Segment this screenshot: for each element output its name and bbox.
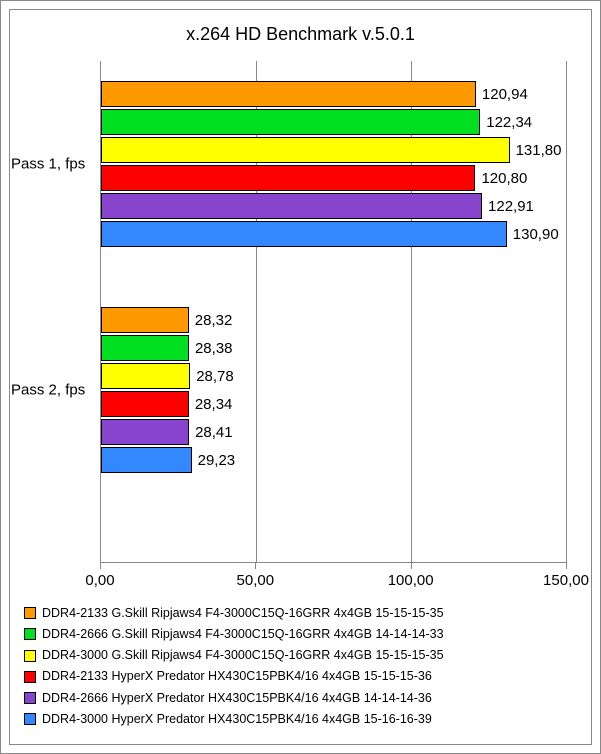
legend-item: DDR4-2666 HyperX Predator HX430C15PBK4/1… (24, 688, 577, 709)
bar-value-label: 29,23 (198, 452, 236, 469)
bar-group: Pass 1, fps120,94122,34131,80120,80122,9… (101, 81, 566, 247)
legend: DDR4-2133 G.Skill Ripjaws4 F4-3000C15Q-1… (10, 593, 591, 745)
bar-value-label: 28,34 (195, 396, 233, 413)
x-tick (255, 563, 256, 569)
bar-value-label: 130,90 (513, 226, 559, 243)
x-axis-label: 100,00 (388, 572, 434, 589)
x-tick (411, 563, 412, 569)
legend-swatch (24, 607, 36, 619)
bar-value-label: 28,32 (195, 312, 233, 329)
legend-item: DDR4-2133 HyperX Predator HX430C15PBK4/1… (24, 666, 577, 687)
plot-grid: Pass 1, fps120,94122,34131,80120,80122,9… (100, 61, 566, 563)
bar (101, 109, 480, 135)
bar-row: 122,91 (101, 193, 566, 219)
bar-value-label: 122,34 (486, 114, 532, 131)
legend-label: DDR4-2133 HyperX Predator HX430C15PBK4/1… (42, 666, 432, 687)
bar-row: 28,34 (101, 391, 566, 417)
legend-item: DDR4-2666 G.Skill Ripjaws4 F4-3000C15Q-1… (24, 624, 577, 645)
bar (101, 221, 507, 247)
bar-value-label: 131,80 (516, 142, 562, 159)
bar-value-label: 120,94 (482, 86, 528, 103)
bar-row: 28,38 (101, 335, 566, 361)
legend-swatch (24, 671, 36, 683)
bar (101, 137, 510, 163)
bar-row: 29,23 (101, 447, 566, 473)
legend-label: DDR4-2666 HyperX Predator HX430C15PBK4/1… (42, 688, 432, 709)
legend-item: DDR4-2133 G.Skill Ripjaws4 F4-3000C15Q-1… (24, 603, 577, 624)
bar-row: 122,34 (101, 109, 566, 135)
bar-value-label: 28,78 (196, 368, 234, 385)
bar (101, 193, 482, 219)
chart-inner: x.264 HD Benchmark v.5.0.1 Pass 1, fps 12… (9, 9, 592, 745)
x-tick (566, 563, 567, 569)
plot-area: Pass 1, fps120,94122,34131,80120,80122,9… (100, 61, 566, 593)
bar (101, 447, 192, 473)
chart-container: x.264 HD Benchmark v.5.0.1 Pass 1, fps 12… (0, 0, 601, 754)
bar (101, 419, 189, 445)
x-axis-line (100, 562, 566, 563)
bar-group: Pass 2, fps28,3228,3828,7828,3428,4129,2… (101, 307, 566, 473)
bar-value-label: 120,80 (481, 170, 527, 187)
bar-row: 28,78 (101, 363, 566, 389)
legend-swatch (24, 692, 36, 704)
chart-title: x.264 HD Benchmark v.5.0.1 (10, 10, 591, 51)
legend-item: DDR4-3000 G.Skill Ripjaws4 F4-3000C15Q-1… (24, 645, 577, 666)
legend-label: DDR4-2666 G.Skill Ripjaws4 F4-3000C15Q-1… (42, 624, 444, 645)
bar-row: 120,94 (101, 81, 566, 107)
bar (101, 363, 190, 389)
legend-swatch (24, 628, 36, 640)
bar-value-label: 28,41 (195, 424, 233, 441)
legend-swatch (24, 713, 36, 725)
bar-row: 131,80 (101, 137, 566, 163)
legend-label: DDR4-3000 HyperX Predator HX430C15PBK4/1… (42, 709, 432, 730)
gridline (566, 61, 567, 563)
y-category-label: Pass 2, fps (11, 382, 101, 399)
bar (101, 335, 189, 361)
bar-row: 28,32 (101, 307, 566, 333)
bar-row: 28,41 (101, 419, 566, 445)
legend-swatch (24, 650, 36, 662)
x-axis-label: 50,00 (237, 572, 275, 589)
bar (101, 165, 475, 191)
bar-row: 120,80 (101, 165, 566, 191)
legend-label: DDR4-2133 G.Skill Ripjaws4 F4-3000C15Q-1… (42, 603, 444, 624)
legend-label: DDR4-3000 G.Skill Ripjaws4 F4-3000C15Q-1… (42, 645, 444, 666)
bar-value-label: 122,91 (488, 198, 534, 215)
bar-value-label: 28,38 (195, 340, 233, 357)
x-axis-label: 150,00 (543, 572, 589, 589)
bar (101, 391, 189, 417)
y-category-label: Pass 1, fps (11, 156, 101, 173)
x-tick (100, 563, 101, 569)
x-axis-labels: 0,0050,00100,00150,00 (100, 569, 566, 593)
bar-row: 130,90 (101, 221, 566, 247)
legend-item: DDR4-3000 HyperX Predator HX430C15PBK4/1… (24, 709, 577, 730)
x-axis-label: 0,00 (85, 572, 114, 589)
bar (101, 307, 189, 333)
bar (101, 81, 476, 107)
